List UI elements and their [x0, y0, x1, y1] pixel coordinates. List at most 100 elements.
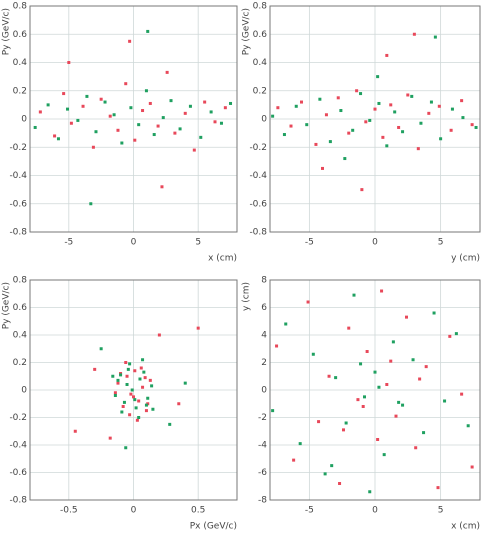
point [133, 138, 137, 142]
point [443, 399, 447, 403]
point [439, 137, 443, 141]
point [470, 465, 474, 469]
point [282, 133, 286, 137]
point [330, 464, 334, 468]
y-tick-label: 0 [21, 115, 27, 125]
point [130, 388, 134, 392]
point [89, 202, 93, 206]
point [363, 395, 366, 399]
y-tick-label: 0.6 [13, 303, 28, 313]
plot-frame [29, 5, 238, 233]
point [120, 141, 124, 145]
point [76, 118, 80, 122]
point [385, 53, 389, 57]
x-tick-label: 5 [195, 238, 201, 248]
point [298, 442, 302, 446]
point [389, 359, 393, 363]
point [125, 374, 129, 378]
point [401, 130, 405, 134]
point [144, 89, 148, 93]
point [116, 378, 120, 382]
y-tick-label: -0.2 [9, 413, 27, 423]
x-axis-label: x (cm) [451, 522, 480, 532]
point [411, 358, 415, 362]
point [122, 400, 126, 404]
point [165, 70, 169, 74]
point [142, 370, 146, 374]
y-tick-label: -8 [258, 496, 267, 506]
point [103, 100, 107, 104]
point [318, 97, 322, 101]
point [133, 369, 137, 373]
point [146, 396, 150, 400]
point [377, 385, 381, 389]
point [119, 373, 123, 377]
point [429, 100, 433, 104]
point [138, 377, 142, 381]
point [418, 377, 422, 381]
point [376, 75, 380, 79]
point [66, 107, 70, 111]
y-tick-label: -0.8 [9, 228, 27, 238]
point [113, 391, 117, 395]
y-tick-label: 0.4 [13, 58, 28, 68]
point [448, 334, 452, 338]
x-axis-label: x (cm) [208, 254, 237, 264]
point [94, 130, 98, 134]
point [410, 94, 414, 98]
y-tick-label: -4 [258, 441, 267, 451]
x-tick-label: -5 [305, 506, 314, 516]
y-tick-label: -0.8 [9, 496, 27, 506]
point [338, 482, 342, 485]
point [134, 406, 138, 410]
y-axis-label: Py (GeV/c) [2, 282, 12, 329]
point [85, 94, 89, 98]
y-tick-label: -0.2 [249, 143, 267, 153]
point [144, 409, 148, 413]
point [209, 110, 213, 114]
plot-frame [29, 279, 238, 501]
x-tick-label: 0 [372, 238, 378, 248]
point [397, 125, 401, 129]
point [381, 135, 385, 139]
y-axis-label: Py (GeV/c) [242, 8, 252, 55]
point [380, 289, 384, 293]
point [141, 109, 145, 113]
point [317, 420, 321, 424]
point [466, 424, 470, 428]
point [169, 99, 173, 103]
x-tick-label: 0.5 [191, 506, 205, 516]
point [161, 116, 165, 120]
point [137, 416, 141, 419]
point [129, 106, 133, 110]
y-axis-label: y (cm) [242, 282, 252, 311]
point [69, 121, 73, 125]
y-tick-label: 0 [261, 386, 267, 396]
y-axis-label: Py (GeV/c) [2, 8, 12, 55]
point [394, 414, 398, 418]
y-tick-label: 0 [261, 115, 267, 125]
point [352, 293, 356, 297]
point [99, 347, 103, 351]
point [412, 32, 416, 36]
point [146, 29, 150, 33]
point [141, 358, 145, 362]
y-tick-label: -6 [258, 468, 267, 478]
point [373, 370, 377, 374]
point [148, 378, 152, 382]
x-axis-label: Px (GeV/c) [190, 522, 237, 532]
point [156, 124, 160, 128]
point [173, 131, 177, 135]
point [356, 398, 360, 402]
point [289, 124, 293, 128]
point [144, 403, 148, 407]
point [461, 116, 465, 120]
point [460, 99, 464, 103]
point [436, 486, 440, 490]
point [343, 157, 347, 161]
point [414, 446, 418, 450]
point [373, 107, 377, 111]
y-tick-label: -0.4 [249, 171, 267, 181]
point [271, 409, 275, 413]
y-tick-label: -0.6 [9, 199, 27, 209]
